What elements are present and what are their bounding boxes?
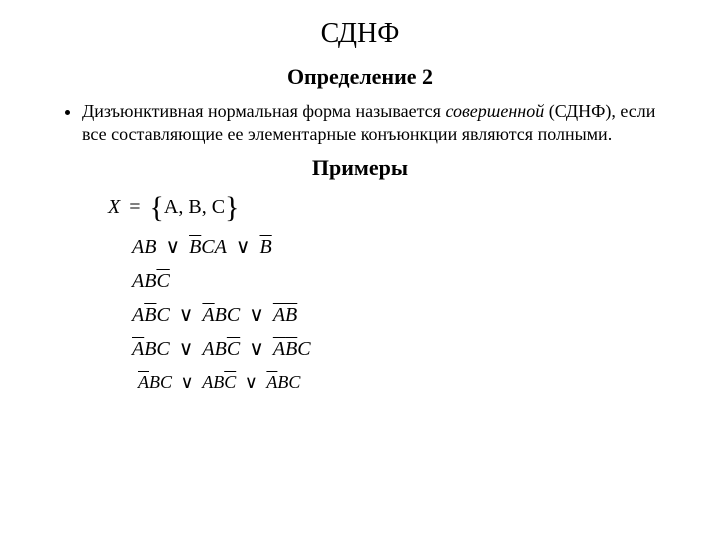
formula-5: ABC ∨ ABC ∨ ABC <box>138 373 660 391</box>
definition-text-pre: Дизъюнктивная нормальная форма называетс… <box>82 101 445 121</box>
f3-t2-a: A <box>202 305 214 325</box>
f5-t2-c: C <box>224 373 236 391</box>
set-elements: A, B, C <box>164 196 225 218</box>
or-symbol: ∨ <box>177 372 198 392</box>
examples-heading: Примеры <box>60 155 660 181</box>
definition-list: Дизъюнктивная нормальная форма называетс… <box>60 100 660 145</box>
or-symbol: ∨ <box>241 372 262 392</box>
f4-t3-a: A <box>273 339 285 359</box>
f4-t3-b: B <box>285 339 297 359</box>
or-symbol: ∨ <box>245 338 268 360</box>
or-symbol: ∨ <box>232 236 255 258</box>
f5-t1-a: A <box>138 373 149 391</box>
definition-italic: совершенной <box>445 101 544 121</box>
right-brace: } <box>225 191 239 224</box>
f3-t1-a: A <box>132 305 144 325</box>
math-block: X = {A, B, C} AB ∨ BCA ∨ B ABC ABC ∨ ABC… <box>108 189 660 391</box>
f4-t1-bc: BC <box>144 339 170 359</box>
formula-3: ABC ∨ ABC ∨ AB <box>132 305 660 325</box>
f1-term2-a: A <box>215 237 227 257</box>
f3-t2-bc: BC <box>215 305 241 325</box>
or-symbol: ∨ <box>245 304 268 326</box>
formula-1: AB ∨ BCA ∨ B <box>132 237 660 257</box>
f4-t1-a: A <box>132 339 144 359</box>
f4-t2-ab: AB <box>202 339 226 359</box>
set-definition: X = {A, B, C} <box>108 189 660 219</box>
or-symbol: ∨ <box>175 304 198 326</box>
left-brace: { <box>150 191 164 224</box>
f1-term2-b: B <box>189 237 201 257</box>
f4-t2-c: C <box>227 339 240 359</box>
f2-a: A <box>132 271 144 291</box>
f3-t1-b: B <box>144 305 156 325</box>
f2-c: C <box>156 271 169 291</box>
f3-t3-ab: AB <box>273 305 297 325</box>
definition-item: Дизъюнктивная нормальная форма называетс… <box>82 100 660 145</box>
or-symbol: ∨ <box>175 338 198 360</box>
f5-t3-a: A <box>266 373 277 391</box>
f3-t1-c: C <box>156 305 169 325</box>
set-lhs: X <box>108 196 120 218</box>
f5-t1-bc: BC <box>149 373 172 391</box>
or-symbol: ∨ <box>161 236 184 258</box>
f1-term2-c: C <box>201 237 214 257</box>
f1-term3-b: B <box>260 237 272 257</box>
f5-t2-ab: AB <box>202 373 224 391</box>
f2-b: B <box>144 271 156 291</box>
definition-heading: Определение 2 <box>60 64 660 90</box>
equals-sign: = <box>125 196 144 218</box>
f4-t3-c: C <box>297 339 310 359</box>
formula-4: ABC ∨ ABC ∨ ABC <box>132 339 660 359</box>
page-title: СДНФ <box>60 18 660 50</box>
f5-t3-bc: BC <box>277 373 300 391</box>
slide: СДНФ Определение 2 Дизъюнктивная нормаль… <box>0 0 720 540</box>
f1-term1: AB <box>132 237 156 257</box>
formula-2: ABC <box>132 271 660 291</box>
